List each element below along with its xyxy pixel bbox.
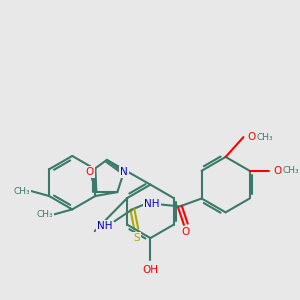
Text: N: N <box>120 167 128 177</box>
Text: CH₃: CH₃ <box>283 166 299 175</box>
Text: S: S <box>133 233 140 243</box>
Text: CH₃: CH₃ <box>36 210 53 219</box>
Text: NH: NH <box>97 221 112 231</box>
Text: NH: NH <box>144 200 160 209</box>
Text: O: O <box>247 132 256 142</box>
Text: O: O <box>86 167 94 177</box>
Text: O: O <box>182 227 190 237</box>
Text: OH: OH <box>142 265 158 275</box>
Text: CH₃: CH₃ <box>13 187 30 196</box>
Text: O: O <box>273 166 281 176</box>
Text: CH₃: CH₃ <box>257 133 274 142</box>
